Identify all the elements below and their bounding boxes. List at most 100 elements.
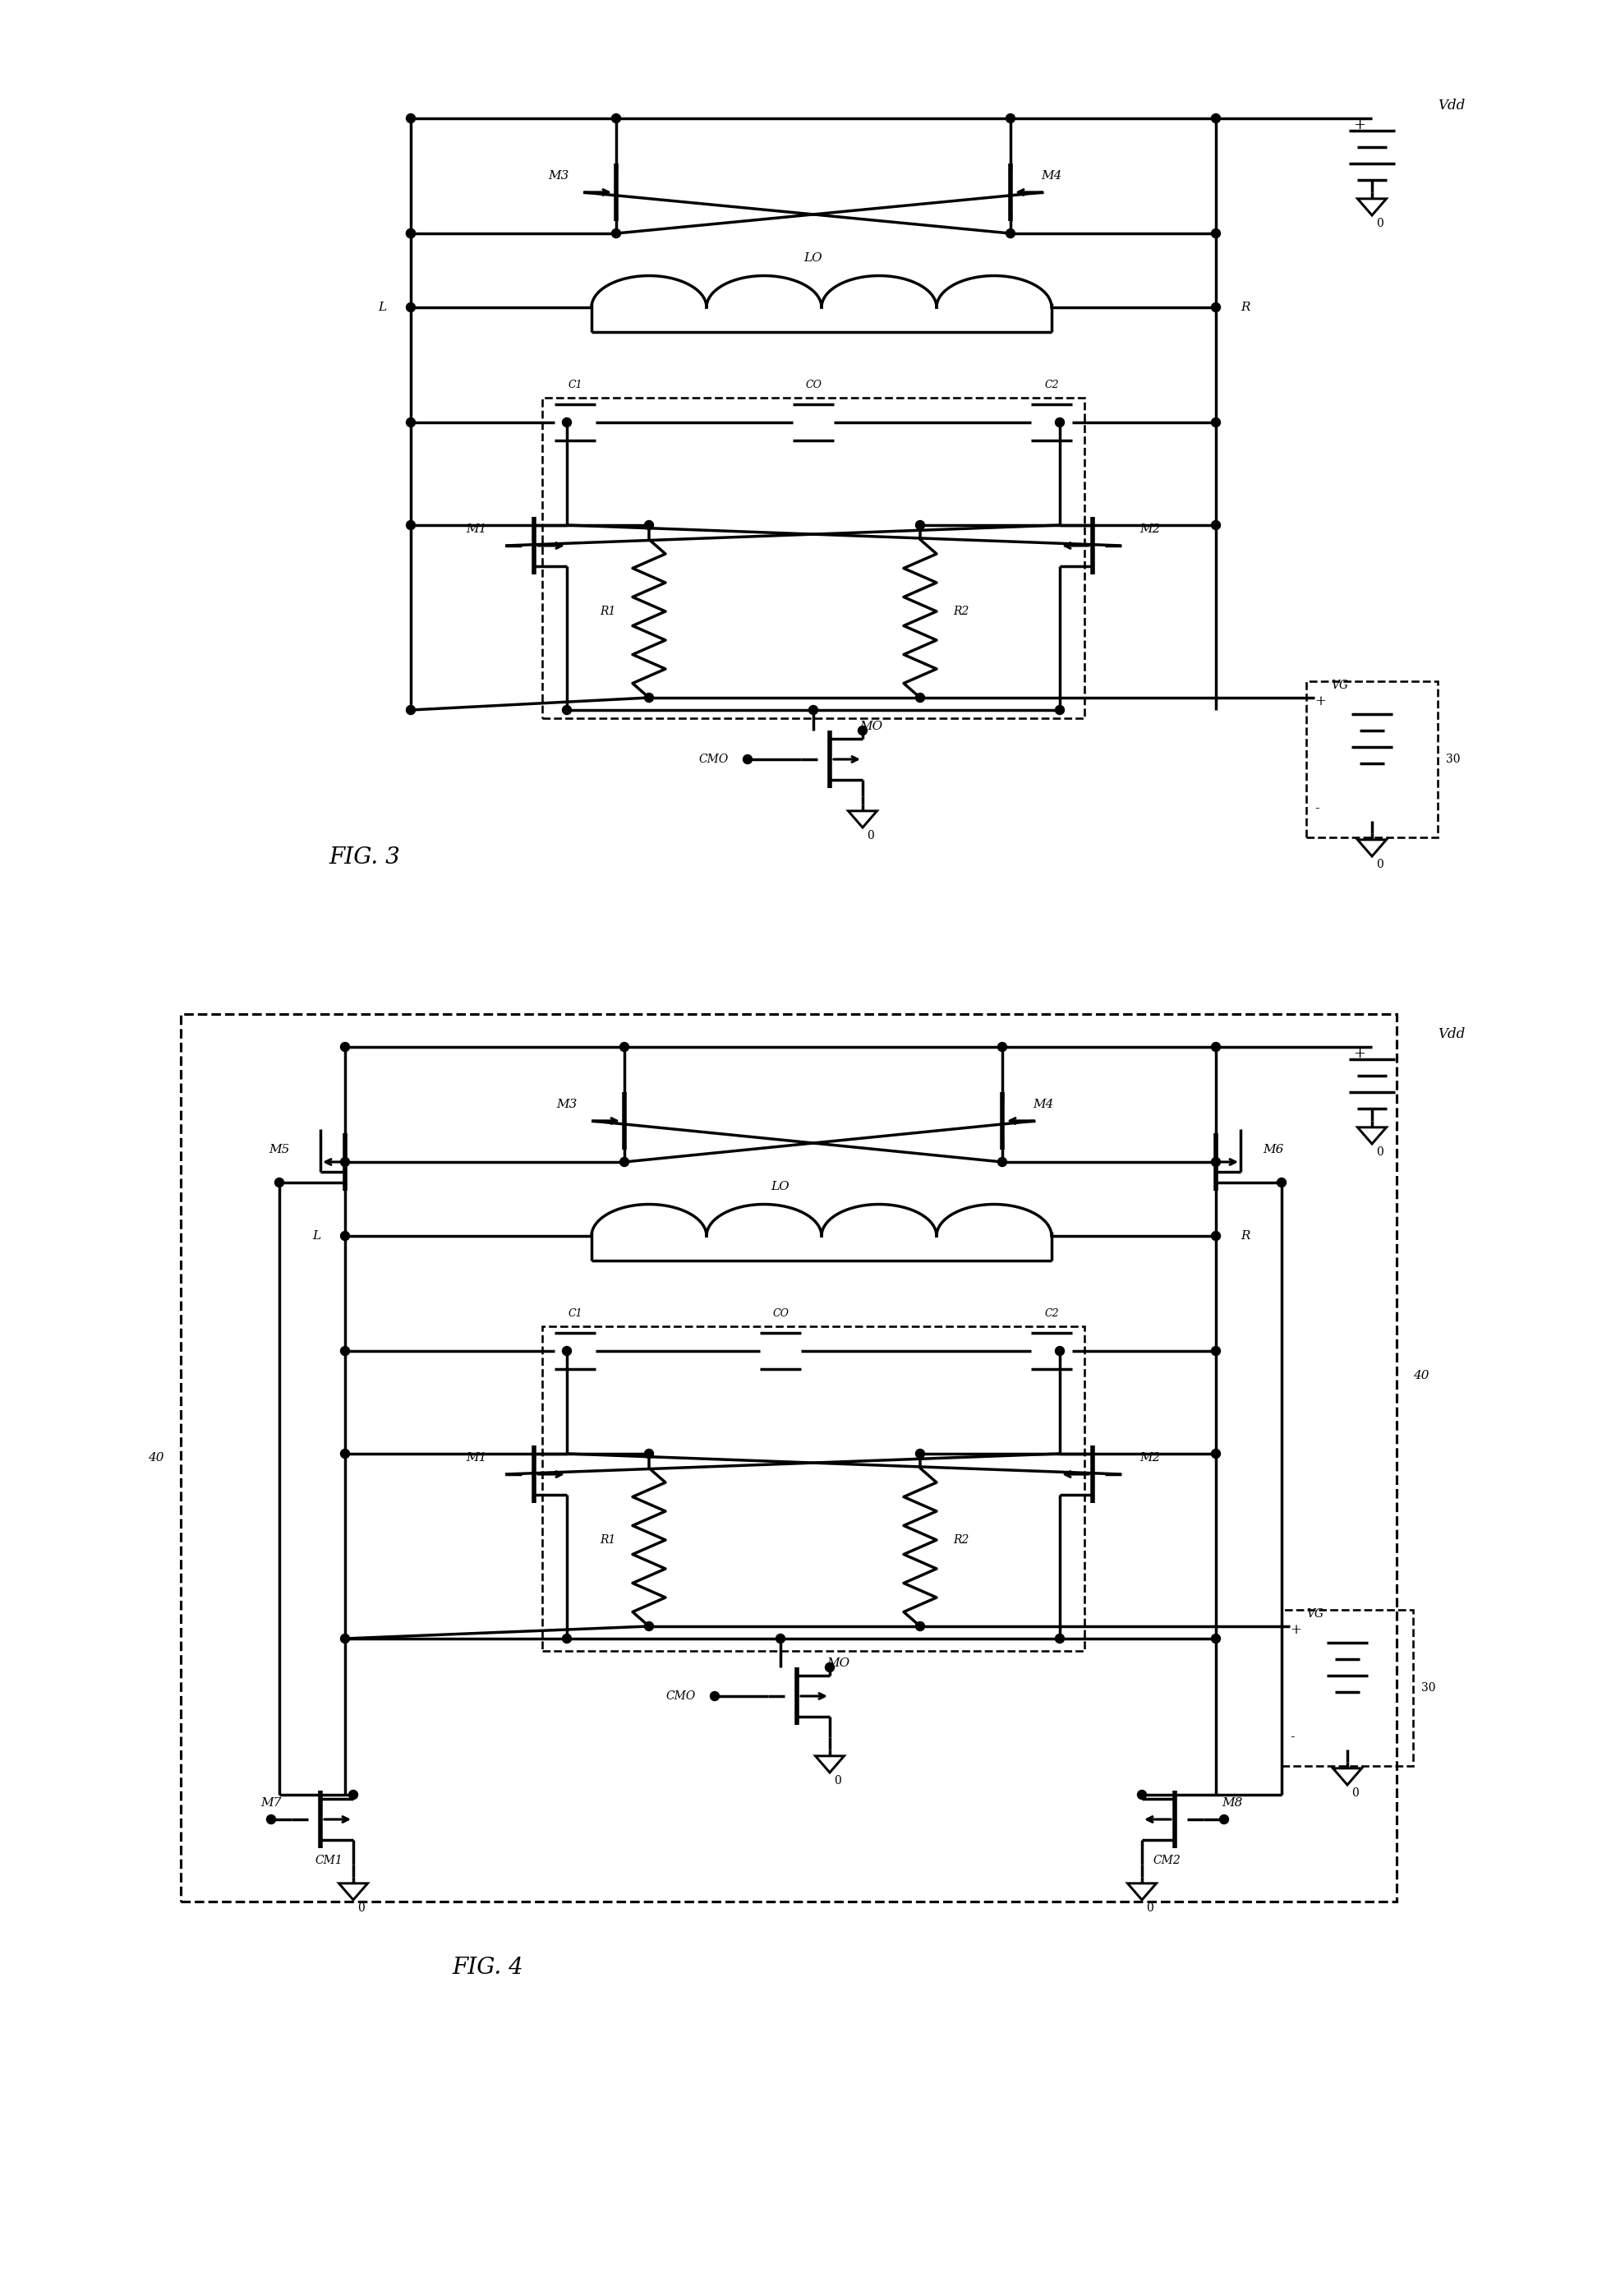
Circle shape [1277, 1178, 1286, 1187]
Text: +: + [1354, 1047, 1367, 1061]
Circle shape [407, 705, 415, 714]
Text: CM1: CM1 [314, 1855, 343, 1867]
Circle shape [407, 521, 415, 530]
Text: L: L [378, 301, 386, 312]
Circle shape [612, 230, 620, 239]
Text: R2: R2 [953, 606, 969, 618]
Text: L: L [312, 1231, 320, 1242]
Circle shape [1056, 418, 1064, 427]
Text: M1: M1 [466, 1451, 487, 1463]
Circle shape [1211, 115, 1221, 124]
Circle shape [859, 726, 867, 735]
Circle shape [1137, 1791, 1147, 1800]
Text: -: - [1290, 1731, 1294, 1745]
Text: VG: VG [1331, 680, 1349, 691]
Text: M4: M4 [1033, 1100, 1054, 1111]
Circle shape [266, 1814, 276, 1823]
Circle shape [1006, 230, 1016, 239]
Text: 0: 0 [357, 1903, 365, 1915]
Text: VG: VG [1306, 1607, 1323, 1619]
Text: M2: M2 [1139, 523, 1160, 535]
Circle shape [341, 1345, 349, 1355]
Text: Vdd: Vdd [1437, 1029, 1464, 1042]
Text: MO: MO [827, 1658, 849, 1669]
Circle shape [644, 521, 654, 530]
Text: R2: R2 [953, 1534, 969, 1545]
Circle shape [1211, 1449, 1221, 1458]
Text: CM2: CM2 [1153, 1855, 1181, 1867]
Circle shape [407, 230, 415, 239]
Circle shape [998, 1157, 1006, 1166]
Text: 0: 0 [1352, 1786, 1358, 1798]
Text: M2: M2 [1139, 1451, 1160, 1463]
Circle shape [341, 1157, 349, 1166]
Circle shape [916, 1621, 924, 1630]
Text: M3: M3 [556, 1100, 577, 1111]
Circle shape [1056, 1635, 1064, 1644]
Text: 40: 40 [1413, 1371, 1429, 1382]
Text: FIG. 4: FIG. 4 [452, 1956, 524, 1979]
Circle shape [1219, 1814, 1229, 1823]
Circle shape [1211, 521, 1221, 530]
Circle shape [620, 1042, 630, 1052]
Text: 0: 0 [1376, 1146, 1384, 1157]
Text: C2: C2 [1045, 381, 1059, 390]
Circle shape [276, 1178, 284, 1187]
Circle shape [562, 418, 572, 427]
Circle shape [1056, 705, 1064, 714]
Circle shape [1211, 230, 1221, 239]
Circle shape [407, 303, 415, 312]
Text: CO: CO [806, 381, 822, 390]
Text: LO: LO [804, 253, 822, 264]
Circle shape [1211, 1345, 1221, 1355]
Text: +: + [1290, 1623, 1301, 1637]
Text: +: + [1354, 117, 1367, 133]
Circle shape [407, 230, 415, 239]
Text: CMO: CMO [665, 1690, 695, 1701]
Circle shape [644, 693, 654, 703]
Text: M7: M7 [261, 1798, 282, 1809]
Circle shape [612, 115, 620, 124]
Text: R: R [1240, 301, 1250, 312]
Circle shape [1211, 418, 1221, 427]
Circle shape [341, 1449, 349, 1458]
Circle shape [644, 1621, 654, 1630]
Circle shape [1006, 115, 1016, 124]
Text: R1: R1 [601, 606, 615, 618]
Circle shape [775, 1635, 785, 1644]
Circle shape [916, 693, 924, 703]
Circle shape [341, 1042, 349, 1052]
Circle shape [1211, 1042, 1221, 1052]
Circle shape [407, 418, 415, 427]
Text: 0: 0 [835, 1775, 841, 1786]
Text: 30: 30 [1421, 1683, 1435, 1694]
Circle shape [1211, 1635, 1221, 1644]
Circle shape [562, 705, 572, 714]
Text: R1: R1 [601, 1534, 615, 1545]
Text: LO: LO [771, 1180, 790, 1192]
Text: CO: CO [772, 1309, 788, 1320]
Circle shape [341, 1231, 349, 1240]
Text: 0: 0 [1147, 1903, 1153, 1915]
Circle shape [825, 1662, 835, 1671]
Text: CMO: CMO [698, 753, 727, 765]
Circle shape [407, 115, 415, 124]
Text: 0: 0 [1376, 859, 1384, 870]
Text: 30: 30 [1447, 753, 1461, 765]
Circle shape [916, 521, 924, 530]
Text: M8: M8 [1222, 1798, 1243, 1809]
Circle shape [809, 705, 819, 714]
Text: C2: C2 [1045, 1309, 1059, 1320]
Text: -: - [1315, 801, 1318, 815]
Circle shape [743, 755, 751, 765]
Text: M1: M1 [466, 523, 487, 535]
Text: M4: M4 [1041, 170, 1062, 181]
Text: C1: C1 [567, 1309, 582, 1320]
Circle shape [1211, 1157, 1221, 1166]
Circle shape [349, 1791, 357, 1800]
Circle shape [620, 1157, 630, 1166]
Text: 40: 40 [149, 1451, 165, 1463]
Text: R: R [1240, 1231, 1250, 1242]
Circle shape [562, 1345, 572, 1355]
Text: +: + [1315, 696, 1326, 709]
